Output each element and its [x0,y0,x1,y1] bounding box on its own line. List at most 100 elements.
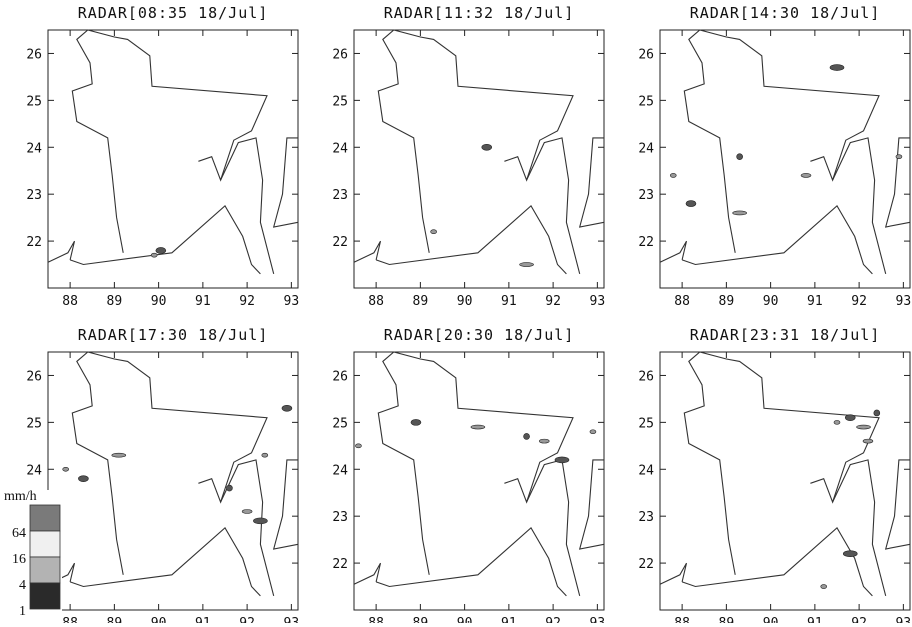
border-line [274,138,298,227]
x-tick-label: 91 [501,616,517,623]
panel-title: RADAR[23:31 18/Jul] [690,326,881,344]
border-line [378,352,573,575]
rain-echo [355,444,361,448]
x-tick-label: 93 [590,294,606,309]
x-tick-label: 89 [107,294,123,309]
y-tick-label: 26 [332,47,348,62]
x-tick-label: 93 [284,294,300,309]
x-tick-label: 90 [151,294,167,309]
y-tick-label: 25 [26,94,42,109]
x-tick-label: 92 [851,294,867,309]
panel-title: RADAR[14:30 18/Jul] [690,4,881,22]
rain-echo [801,173,811,177]
y-tick-label: 26 [26,369,42,384]
rain-echo [555,457,569,463]
legend-label: 64 [12,526,26,541]
border-line [527,138,580,274]
plot-frame [48,30,298,288]
x-tick-label: 88 [674,616,690,623]
rain-echo [226,485,232,491]
plot-frame [660,352,910,610]
x-tick-label: 89 [107,616,123,623]
x-tick-label: 89 [413,616,429,623]
border-line [376,528,566,596]
x-tick-label: 89 [719,616,735,623]
y-tick-label: 22 [26,235,42,250]
y-tick-label: 26 [638,369,654,384]
border-line [580,460,604,549]
y-tick-label: 24 [638,141,654,156]
rain-echo [830,65,844,71]
rain-echo [845,415,855,421]
y-tick-label: 25 [638,416,654,431]
rain-echo [482,144,492,150]
y-tick-label: 24 [26,463,42,478]
x-tick-label: 89 [413,294,429,309]
rain-echo [63,467,69,471]
legend-swatch [30,583,60,609]
rain-echo [524,433,530,439]
y-tick-label: 22 [638,235,654,250]
border-line [833,460,886,596]
y-tick-label: 23 [332,188,348,203]
rain-echo [539,439,549,443]
legend-swatch [30,557,60,583]
panel-title: RADAR[17:30 18/Jul] [78,326,269,344]
x-tick-label: 88 [674,294,690,309]
x-tick-label: 90 [763,294,779,309]
y-tick-label: 22 [638,557,654,572]
x-tick-label: 91 [195,294,211,309]
rain-echo [843,551,857,557]
rain-echo [590,430,596,434]
rain-echo [520,263,534,267]
x-tick-label: 88 [368,294,384,309]
rain-echo [262,453,268,457]
panel-title: RADAR[20:30 18/Jul] [384,326,575,344]
border-line [660,563,687,584]
border-line [274,460,298,549]
x-tick-label: 92 [239,294,255,309]
rain-echo [834,420,840,424]
border-line [221,138,274,274]
x-tick-label: 91 [195,616,211,623]
rain-echo [151,253,157,257]
rain-echo [857,425,871,429]
rain-echo [733,211,747,215]
y-tick-label: 23 [26,188,42,203]
border-line [682,206,872,274]
x-tick-label: 93 [284,616,300,623]
border-line [886,460,910,549]
y-tick-label: 26 [638,47,654,62]
x-tick-label: 93 [896,616,912,623]
panel-title: RADAR[11:32 18/Jul] [384,4,575,22]
border-line [684,352,879,575]
x-tick-label: 92 [545,294,561,309]
border-line [376,206,566,274]
x-tick-label: 93 [896,294,912,309]
y-tick-label: 25 [332,94,348,109]
y-tick-label: 26 [332,369,348,384]
legend-label: 16 [12,552,26,567]
border-line [72,352,267,575]
x-tick-label: 90 [457,294,473,309]
x-tick-label: 90 [457,616,473,623]
plot-frame [354,352,604,610]
rain-echo [686,201,696,207]
y-tick-label: 23 [332,510,348,525]
plot-frame [354,30,604,288]
border-line [221,460,274,596]
y-tick-label: 25 [332,416,348,431]
rain-echo [737,154,743,160]
y-tick-label: 25 [638,94,654,109]
border-line [833,138,886,274]
x-tick-label: 92 [851,616,867,623]
x-tick-label: 92 [239,616,255,623]
rain-echo [863,439,873,443]
legend-swatch [30,531,60,557]
y-tick-label: 25 [26,416,42,431]
x-tick-label: 88 [368,616,384,623]
rain-echo [471,425,485,429]
y-tick-label: 24 [638,463,654,478]
rain-echo [670,173,676,177]
y-tick-label: 24 [332,141,348,156]
